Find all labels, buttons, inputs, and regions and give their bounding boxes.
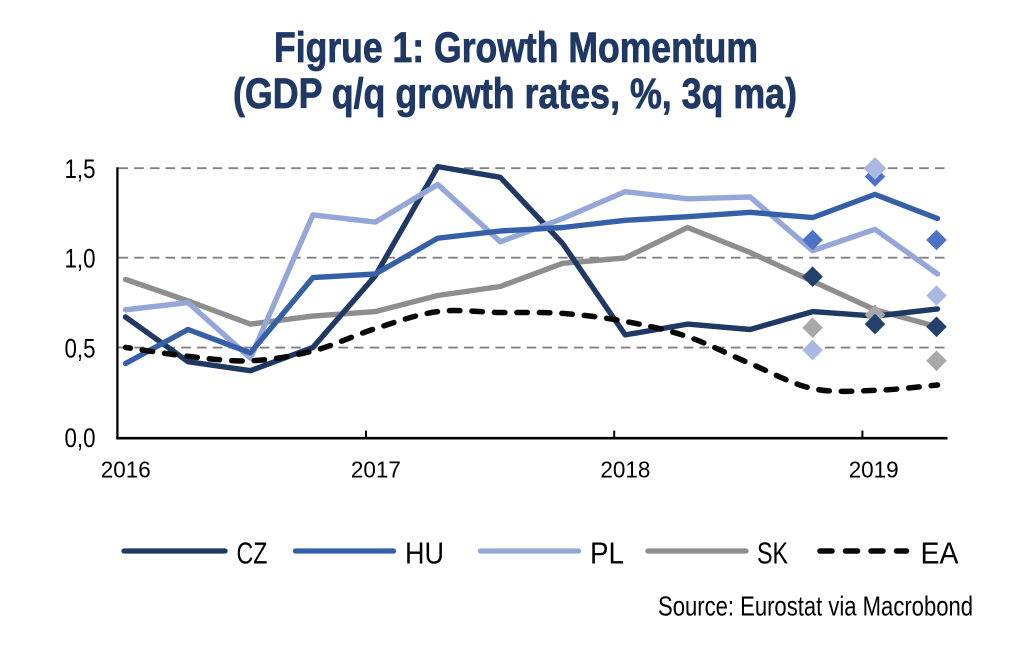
- svg-text:CZ: CZ: [237, 536, 268, 571]
- svg-text:Source: Eurostat via Macrobond: Source: Eurostat via Macrobond: [658, 590, 973, 621]
- svg-text:PL: PL: [590, 536, 624, 571]
- svg-text:SK: SK: [757, 536, 788, 571]
- svg-text:1,5: 1,5: [65, 154, 96, 184]
- svg-text:2016: 2016: [101, 456, 151, 482]
- svg-text:2019: 2019: [849, 456, 899, 482]
- svg-text:1,0: 1,0: [65, 244, 96, 274]
- svg-text:(GDP q/q growth rates, %, 3q m: (GDP q/q growth rates, %, 3q ma): [233, 70, 797, 118]
- svg-text:0,0: 0,0: [65, 423, 96, 453]
- svg-text:EA: EA: [921, 536, 959, 571]
- svg-text:2018: 2018: [600, 456, 650, 482]
- svg-text:Figrue 1: Growth Momentum: Figrue 1: Growth Momentum: [274, 24, 758, 72]
- svg-text:0,5: 0,5: [65, 333, 96, 363]
- svg-text:2017: 2017: [351, 456, 401, 482]
- svg-text:HU: HU: [405, 536, 444, 571]
